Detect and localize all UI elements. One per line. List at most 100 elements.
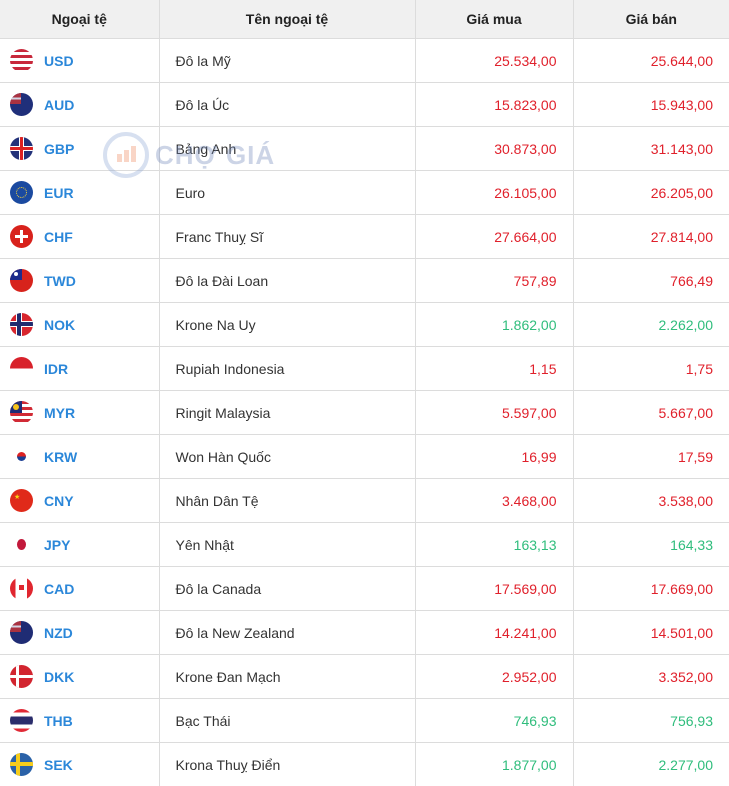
buy-price: 5.597,00 bbox=[415, 391, 573, 435]
sell-price: 17.669,00 bbox=[573, 567, 729, 611]
sell-price: 26.205,00 bbox=[573, 171, 729, 215]
currency-name: Đô la Úc bbox=[159, 83, 415, 127]
sell-price: 31.143,00 bbox=[573, 127, 729, 171]
currency-code-link[interactable]: NOK bbox=[44, 317, 75, 333]
sell-price: 5.667,00 bbox=[573, 391, 729, 435]
sell-price: 25.644,00 bbox=[573, 39, 729, 83]
header-buy-price[interactable]: Giá mua bbox=[415, 0, 573, 39]
buy-price: 757,89 bbox=[415, 259, 573, 303]
currency-code-link[interactable]: NZD bbox=[44, 625, 73, 641]
currency-code-link[interactable]: JPY bbox=[44, 537, 70, 553]
buy-price: 1.862,00 bbox=[415, 303, 573, 347]
buy-price: 746,93 bbox=[415, 699, 573, 743]
currency-code-link[interactable]: AUD bbox=[44, 97, 74, 113]
buy-price: 1.877,00 bbox=[415, 743, 573, 786]
dk-flag-icon bbox=[10, 665, 33, 688]
currency-code-link[interactable]: DKK bbox=[44, 669, 74, 685]
buy-price: 2.952,00 bbox=[415, 655, 573, 699]
ch-flag-icon bbox=[10, 225, 33, 248]
currency-name: Yên Nhật bbox=[159, 523, 415, 567]
no-flag-icon bbox=[10, 313, 33, 336]
currency-name: Won Hàn Quốc bbox=[159, 435, 415, 479]
buy-price: 26.105,00 bbox=[415, 171, 573, 215]
header-currency-name[interactable]: Tên ngoại tệ bbox=[159, 0, 415, 39]
currency-name: Đô la Mỹ bbox=[159, 39, 415, 83]
sell-price: 17,59 bbox=[573, 435, 729, 479]
buy-price: 3.468,00 bbox=[415, 479, 573, 523]
currency-code-link[interactable]: TWD bbox=[44, 273, 76, 289]
buy-price: 17.569,00 bbox=[415, 567, 573, 611]
sell-price: 2.262,00 bbox=[573, 303, 729, 347]
currency-name: Nhân Dân Tệ bbox=[159, 479, 415, 523]
header-currency-code[interactable]: Ngoại tệ bbox=[0, 0, 159, 39]
th-flag-icon bbox=[10, 709, 33, 732]
currency-name: Ringit Malaysia bbox=[159, 391, 415, 435]
ca-flag-icon bbox=[10, 577, 33, 600]
currency-code-link[interactable]: EUR bbox=[44, 185, 74, 201]
header-sell-price[interactable]: Giá bán bbox=[573, 0, 729, 39]
sell-price: 1,75 bbox=[573, 347, 729, 391]
sell-price: 3.352,00 bbox=[573, 655, 729, 699]
tw-flag-icon bbox=[10, 269, 33, 292]
currency-code-link[interactable]: GBP bbox=[44, 141, 74, 157]
currency-code-cell: AUD bbox=[0, 83, 159, 127]
currency-code-cell: JPY bbox=[0, 523, 159, 567]
gb-flag-icon bbox=[10, 137, 33, 160]
buy-price: 1,15 bbox=[415, 347, 573, 391]
sell-price: 3.538,00 bbox=[573, 479, 729, 523]
currency-name: Krona Thuỵ Điển bbox=[159, 743, 415, 786]
currency-name: Đô la Đài Loan bbox=[159, 259, 415, 303]
currency-name: Đô la Canada bbox=[159, 567, 415, 611]
cn-flag-icon: ★ bbox=[10, 489, 33, 512]
currency-code-link[interactable]: THB bbox=[44, 713, 73, 729]
currency-code-cell: NZD bbox=[0, 611, 159, 655]
currency-code-link[interactable]: USD bbox=[44, 53, 74, 69]
buy-price: 163,13 bbox=[415, 523, 573, 567]
currency-code-cell: TWD bbox=[0, 259, 159, 303]
currency-name: Krone Đan Mạch bbox=[159, 655, 415, 699]
sell-price: 2.277,00 bbox=[573, 743, 729, 786]
table-header-row: Ngoại tệ Tên ngoại tệ Giá mua Giá bán bbox=[0, 0, 729, 39]
sell-price: 756,93 bbox=[573, 699, 729, 743]
currency-name: Euro bbox=[159, 171, 415, 215]
currency-code-cell: ★ CNY bbox=[0, 479, 159, 523]
currency-name: Rupiah Indonesia bbox=[159, 347, 415, 391]
currency-code-link[interactable]: SEK bbox=[44, 757, 73, 773]
currency-code-cell: THB bbox=[0, 699, 159, 743]
currency-code-link[interactable]: KRW bbox=[44, 449, 77, 465]
currency-name: Krone Na Uy bbox=[159, 303, 415, 347]
my-flag-icon bbox=[10, 401, 33, 424]
currency-code-cell: SEK bbox=[0, 743, 159, 786]
currency-code-cell: NOK bbox=[0, 303, 159, 347]
buy-price: 25.534,00 bbox=[415, 39, 573, 83]
currency-code-cell: IDR bbox=[0, 347, 159, 391]
currency-code-link[interactable]: MYR bbox=[44, 405, 75, 421]
currency-code-link[interactable]: CAD bbox=[44, 581, 74, 597]
currency-code-cell: CAD bbox=[0, 567, 159, 611]
currency-name: Bảng Anh bbox=[159, 127, 415, 171]
currency-code-link[interactable]: CNY bbox=[44, 493, 74, 509]
currency-name: Đô la New Zealand bbox=[159, 611, 415, 655]
currency-code-cell: KRW bbox=[0, 435, 159, 479]
currency-code-cell: CHF bbox=[0, 215, 159, 259]
se-flag-icon bbox=[10, 753, 33, 776]
currency-code-cell: MYR bbox=[0, 391, 159, 435]
kr-flag-icon bbox=[10, 445, 33, 468]
eu-flag-icon bbox=[10, 181, 33, 204]
currency-code-link[interactable]: IDR bbox=[44, 361, 68, 377]
currency-code-cell: DKK bbox=[0, 655, 159, 699]
currency-code-link[interactable]: CHF bbox=[44, 229, 73, 245]
currency-code-cell: GBP bbox=[0, 127, 159, 171]
buy-price: 16,99 bbox=[415, 435, 573, 479]
